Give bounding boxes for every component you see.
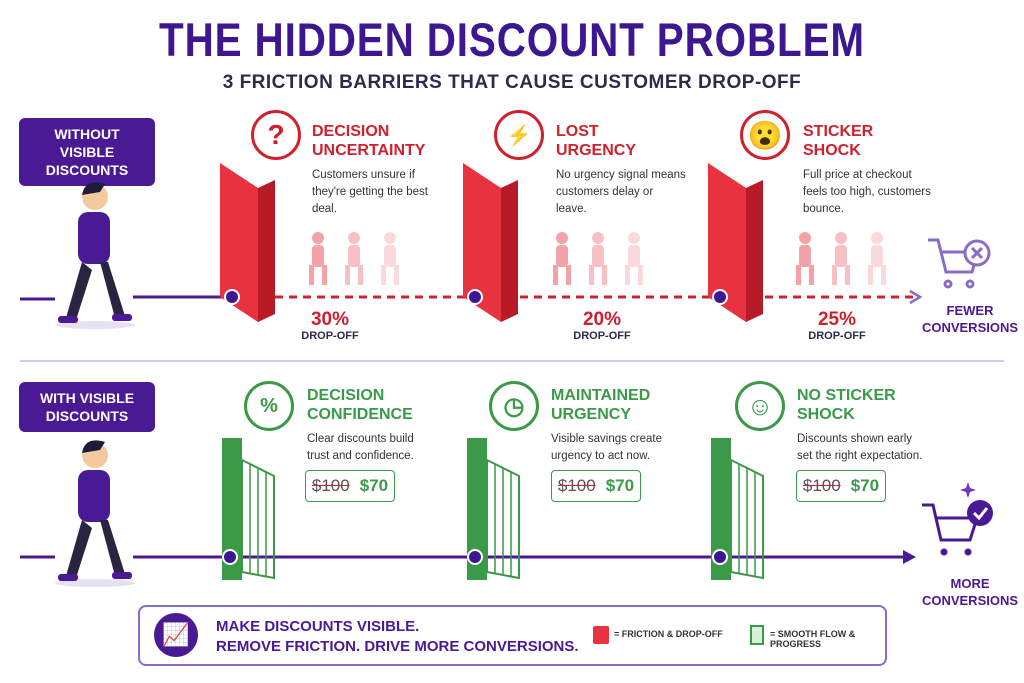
- barrier-title: STICKER SHOCK: [803, 123, 874, 159]
- path-node: [224, 289, 240, 305]
- smiley-icon: ☺: [735, 381, 785, 431]
- brick-wall-icon: [463, 163, 518, 322]
- barrier-description: Full price at checkout feels too high, c…: [803, 169, 931, 215]
- gate-legend-icon: [750, 625, 764, 645]
- brick-wall-legend-icon: [593, 626, 609, 644]
- clock-icon: ◷: [489, 381, 539, 431]
- brick-wall-icon: [708, 163, 763, 322]
- barrier-description: Customers unsure if they're getting the …: [312, 169, 428, 215]
- path-node: [222, 549, 238, 565]
- customer-walking-icon: [55, 182, 135, 329]
- price-comparison: $100 $70: [796, 470, 886, 502]
- path-node: [467, 289, 483, 305]
- gate-title: DECISION CONFIDENCE: [307, 387, 413, 423]
- gate-description: Visible savings create urgency to act no…: [551, 433, 663, 462]
- discount-tag-icon: %: [244, 381, 294, 431]
- page-title: THE HIDDEN DISCOUNT PROBLEM: [159, 13, 865, 66]
- new-price: $70: [359, 476, 389, 495]
- dropoff-label: DROP-OFF: [808, 330, 866, 342]
- barrier-title: DECISION UNCERTAINTY: [312, 123, 426, 159]
- gate-description: Clear discounts build trust and confiden…: [307, 433, 414, 462]
- fewer-conversions-label: FEWER CONVERSIONS: [921, 303, 1019, 335]
- path-node: [467, 549, 483, 565]
- page-subtitle: 3 FRICTION BARRIERS THAT CAUSE CUSTOMER …: [222, 72, 802, 93]
- legend-friction: = FRICTION & DROP-OFF: [614, 629, 723, 639]
- with-discounts-badge: WITH VISIBLE DISCOUNTS: [19, 382, 155, 432]
- barrier-title: LOST URGENCY: [556, 123, 637, 159]
- arrow-icon: [903, 550, 916, 564]
- open-gate-icon: [711, 438, 764, 580]
- sparkle-icon: [960, 482, 976, 498]
- open-gate-icon: [467, 438, 520, 580]
- gate-description: Discounts shown early set the right expe…: [797, 433, 923, 462]
- question-icon: ?: [251, 110, 301, 160]
- price-comparison: $100 $70: [305, 470, 395, 502]
- cart-cancel-icon: [928, 238, 991, 289]
- dropoff-percent: 25%: [817, 309, 857, 330]
- growth-chart-icon: 📈: [154, 613, 198, 657]
- new-price: $70: [850, 476, 880, 495]
- price-comparison: $100 $70: [551, 470, 641, 502]
- new-price: $70: [605, 476, 635, 495]
- dropoff-label: DROP-OFF: [573, 330, 631, 342]
- legend-smooth-flow: = SMOOTH FLOW & PROGRESS: [770, 629, 856, 649]
- dropoff-walkers-icon: [309, 232, 886, 285]
- banner-text: MAKE DISCOUNTS VISIBLE. REMOVE FRICTION.…: [216, 617, 579, 657]
- without-discounts-badge: WITHOUT VISIBLE DISCOUNTS: [19, 118, 155, 186]
- dropoff-percent: 20%: [582, 309, 622, 330]
- open-gate-icon: [222, 438, 275, 580]
- summary-banner: 📈 MAKE DISCOUNTS VISIBLE. REMOVE FRICTIO…: [138, 605, 887, 666]
- more-conversions-label: MORE CONVERSIONS: [921, 576, 1019, 608]
- banner-line-2: REMOVE FRICTION. DRIVE MORE CONVERSIONS.: [216, 638, 579, 655]
- old-price: $100: [311, 476, 350, 495]
- dropoff-percent: 30%: [310, 309, 350, 330]
- dropoff-label: DROP-OFF: [301, 330, 359, 342]
- old-price: $100: [557, 476, 596, 495]
- path-node: [712, 289, 728, 305]
- banner-line-1: MAKE DISCOUNTS VISIBLE.: [216, 618, 420, 635]
- barrier-description: No urgency signal means customers delay …: [556, 169, 686, 215]
- path-node: [712, 549, 728, 565]
- old-price: $100: [802, 476, 841, 495]
- brick-wall-icon: [220, 163, 275, 322]
- broken-clock-icon: ⚡: [494, 110, 544, 160]
- customer-walking-icon: [55, 440, 135, 587]
- shocked-face-icon: 😮: [740, 110, 790, 160]
- cart-check-icon: [922, 482, 993, 556]
- gate-title: NO STICKER SHOCK: [797, 387, 896, 423]
- gate-title: MAINTAINED URGENCY: [551, 387, 651, 423]
- arrow-icon: [909, 289, 923, 305]
